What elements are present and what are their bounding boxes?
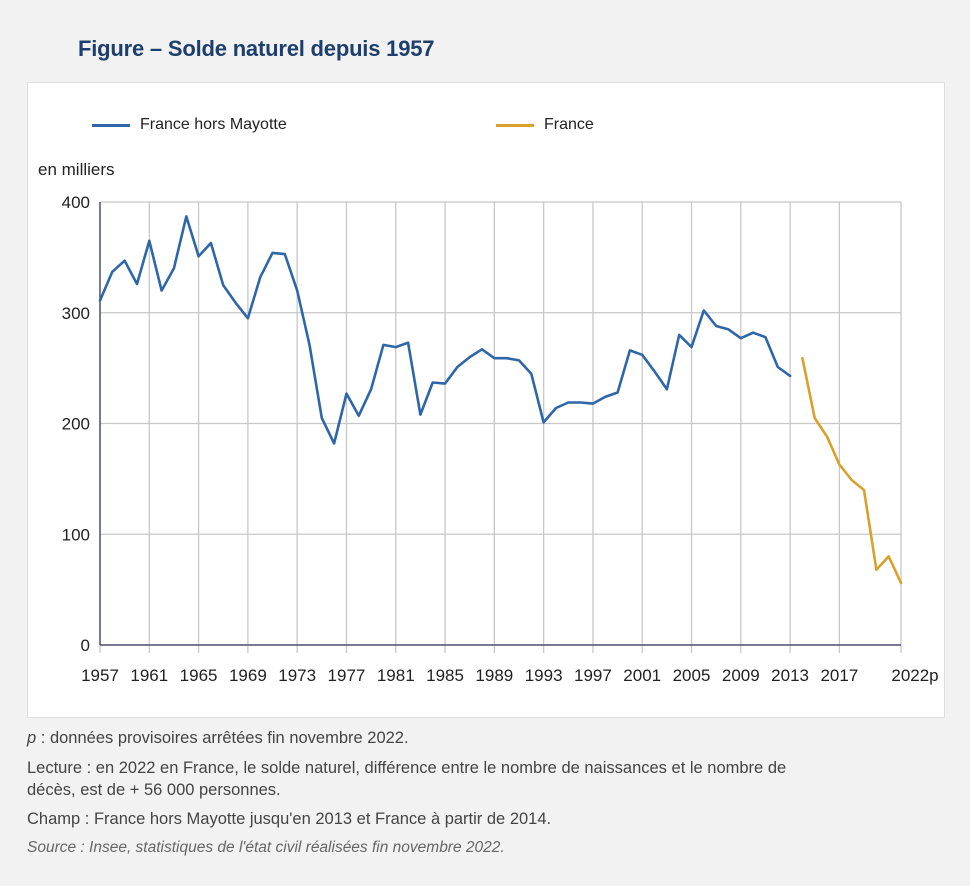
x-tick-label: 2013	[771, 666, 809, 685]
x-tick-label: 1961	[130, 666, 168, 685]
legend-item-france-hors-mayotte: France hors Mayotte	[92, 116, 287, 134]
x-tick-label: 1985	[426, 666, 464, 685]
series-lines	[98, 215, 903, 585]
legend-swatch-blue	[92, 123, 130, 127]
y-axis-unit-label: en milliers	[38, 160, 115, 179]
chart-card	[27, 82, 945, 718]
x-tick-label: 2022p	[891, 666, 938, 685]
footnote-lecture-line1: Lecture : en 2022 en France, le solde na…	[27, 759, 787, 777]
footnote-lecture-line2: décès, est de + 56 000 personnes.	[27, 781, 281, 799]
legend-label: France	[544, 116, 594, 133]
x-tick-label: 2005	[673, 666, 711, 685]
x-tick-label: 2001	[623, 666, 661, 685]
y-tick-label: 100	[62, 525, 90, 544]
footnote-source: Source : Insee, statistiques de l'état c…	[27, 839, 505, 856]
x-tick-label: 1997	[574, 666, 612, 685]
legend-label: France hors Mayotte	[140, 116, 287, 133]
x-tick-label: 2009	[722, 666, 760, 685]
x-tick-label: 1969	[229, 666, 267, 685]
figure-title: Figure – Solde naturel depuis 1957	[78, 36, 435, 61]
y-tick-label: 200	[62, 415, 90, 434]
footnote-provisional: p : données provisoires arrêtées fin nov…	[27, 729, 409, 748]
footnote-champ: Champ : France hors Mayotte jusqu'en 201…	[27, 810, 552, 828]
x-tick-label: 1977	[328, 666, 366, 685]
x-tick-label: 1965	[180, 666, 218, 685]
series-line-france	[801, 356, 903, 585]
x-tick-label: 1989	[475, 666, 513, 685]
provisional-symbol: p	[27, 729, 37, 747]
y-tick-label: 400	[62, 193, 90, 212]
x-tick-label: 2017	[820, 666, 858, 685]
x-tick-label: 1981	[377, 666, 415, 685]
grid-lines	[99, 201, 902, 653]
axes	[99, 202, 901, 646]
legend-swatch-gold	[496, 123, 534, 127]
provisional-text: : données provisoires arrêtées fin novem…	[36, 729, 409, 747]
series-line-france-hors-mayotte	[98, 215, 792, 445]
y-tick-label: 0	[81, 636, 90, 655]
y-tick-label: 300	[62, 304, 90, 323]
legend-item-france: France	[496, 116, 594, 134]
tick-labels: 0 100 200 300 400 1957 1961 1965 1969 1973 1977 198…	[62, 193, 939, 685]
x-tick-label: 1957	[81, 666, 119, 685]
x-tick-label: 1993	[525, 666, 563, 685]
x-tick-label: 1973	[278, 666, 316, 685]
